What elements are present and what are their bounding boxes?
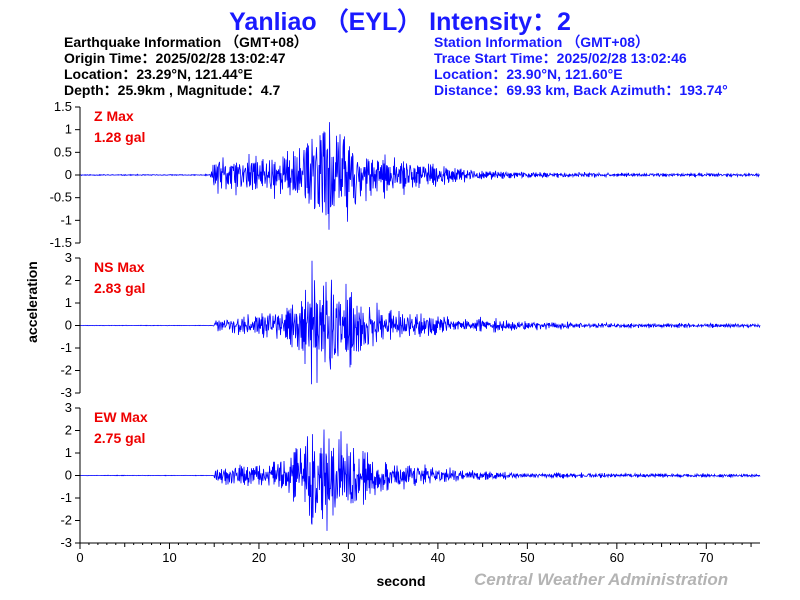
x-tick-label: 60 [610,550,624,565]
max-value-z: 1.28 gal [94,129,145,145]
y-tick-label: -0.5 [50,190,72,205]
y-tick-label: -1 [60,212,72,227]
y-tick-label: -1.5 [50,235,72,250]
depth-magnitude: Depth：25.9km , Magnitude：4.7 [64,82,281,98]
y-tick-label: -1 [60,490,72,505]
max-label-ns: NS Max [94,259,145,275]
station-location: Location：23.90°N, 121.60°E [434,66,623,82]
y-tick-label: 1 [65,295,72,310]
y-tick-label: 0 [65,318,72,333]
y-tick-label: -3 [60,535,72,550]
agency-credit: Central Weather Administration [474,570,729,589]
y-tick-label: 0 [65,468,72,483]
y-tick-label: -3 [60,385,72,400]
x-tick-label: 50 [520,550,534,565]
x-tick-label: 70 [699,550,713,565]
y-tick-label: 3 [65,250,72,265]
y-tick-label: 1 [65,445,72,460]
station-info-heading: Station Information （GMT+08） [434,34,650,50]
x-axis-label: second [376,573,425,589]
y-tick-label: -2 [60,363,72,378]
waveform-trace-z [79,122,760,230]
x-tick-label: 40 [431,550,445,565]
trace-start-time: Trace Start Time：2025/02/28 13:02:46 [434,50,687,66]
max-value-ns: 2.83 gal [94,280,145,296]
y-tick-label: -1 [60,340,72,355]
earthquake-info-heading: Earthquake Information （GMT+08） [64,34,308,50]
max-value-ew: 2.75 gal [94,430,145,446]
waveform-trace-ew [79,429,761,531]
max-label-ew: EW Max [94,409,148,425]
max-label-z: Z Max [94,108,134,124]
y-tick-label: 0.5 [54,144,72,159]
y-tick-label: 3 [65,400,72,415]
y-axis-label: acceleration [24,261,40,343]
origin-time: Origin Time：2025/02/28 13:02:47 [64,50,286,66]
x-tick-label: 10 [162,550,176,565]
waveform-trace-ns [79,260,761,385]
y-tick-label: 1.5 [54,99,72,114]
y-tick-label: 2 [65,273,72,288]
y-tick-label: 1 [65,122,72,137]
x-tick-label: 20 [252,550,266,565]
earthquake-info-panel: Earthquake Information （GMT+08） Origin T… [64,34,308,98]
x-tick-label: 30 [341,550,355,565]
y-tick-label: 0 [65,167,72,182]
x-tick-label: 0 [76,550,83,565]
distance-azimuth: Distance：69.93 km, Back Azimuth：193.74° [434,82,728,98]
y-tick-label: -2 [60,513,72,528]
page-title: Yanliao （EYL） Intensity：2 [229,8,571,36]
station-info-panel: Station Information （GMT+08） Trace Start… [434,34,728,98]
y-tick-label: 2 [65,423,72,438]
epicenter-location: Location：23.29°N, 121.44°E [64,66,253,82]
